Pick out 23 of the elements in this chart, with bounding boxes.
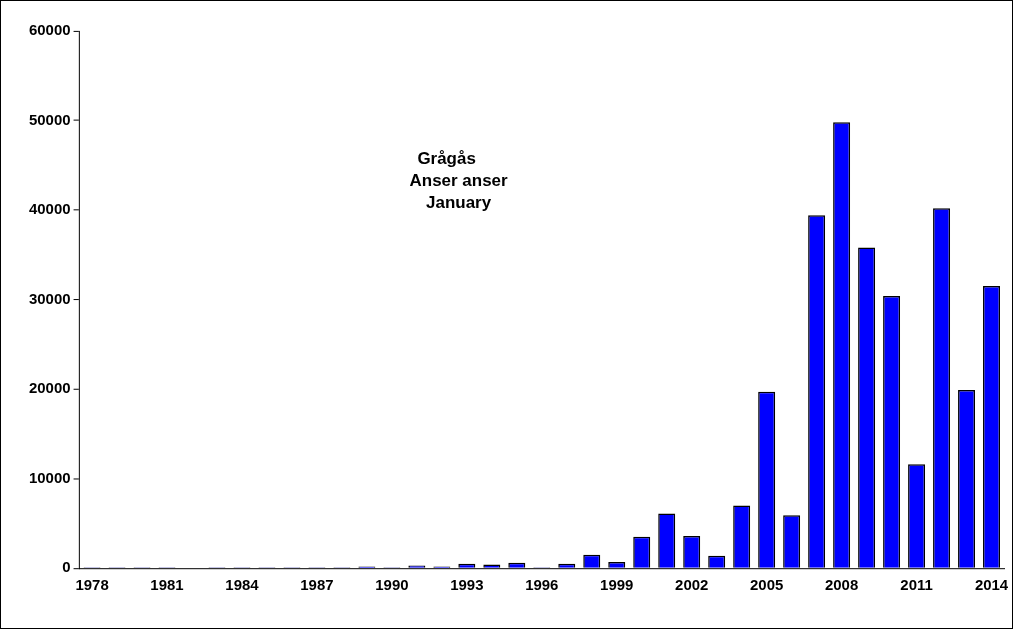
x-tick-label: 2014 <box>974 576 1009 594</box>
x-tick-label: 1984 <box>225 576 260 594</box>
y-tick-label: 40000 <box>28 200 71 218</box>
x-tick-label: 1999 <box>600 576 634 594</box>
y-tick-label: 10000 <box>28 468 71 486</box>
annotation: Anser anser <box>409 171 508 191</box>
y-tick-label: 60000 <box>28 21 71 39</box>
annotation: Grågås <box>417 149 476 169</box>
x-tick-label: 2005 <box>750 576 784 594</box>
y-tick-label: 20000 <box>28 379 71 397</box>
x-tick-label: 1990 <box>375 576 409 594</box>
x-tick-label: 1981 <box>150 576 184 594</box>
x-tick-label: 1993 <box>450 576 484 594</box>
x-tick-label: 2011 <box>900 576 933 594</box>
x-tick-label: 1987 <box>300 576 334 594</box>
y-tick-label: 30000 <box>28 289 71 307</box>
x-tick-label: 2008 <box>824 576 859 594</box>
x-tick-label: 2002 <box>675 576 709 594</box>
x-tick-label: 1978 <box>75 576 109 594</box>
y-tick-label: 0 <box>62 558 71 576</box>
x-tick-label: 1996 <box>525 576 559 594</box>
y-tick-label: 50000 <box>28 110 71 128</box>
annotation: January <box>426 192 492 212</box>
